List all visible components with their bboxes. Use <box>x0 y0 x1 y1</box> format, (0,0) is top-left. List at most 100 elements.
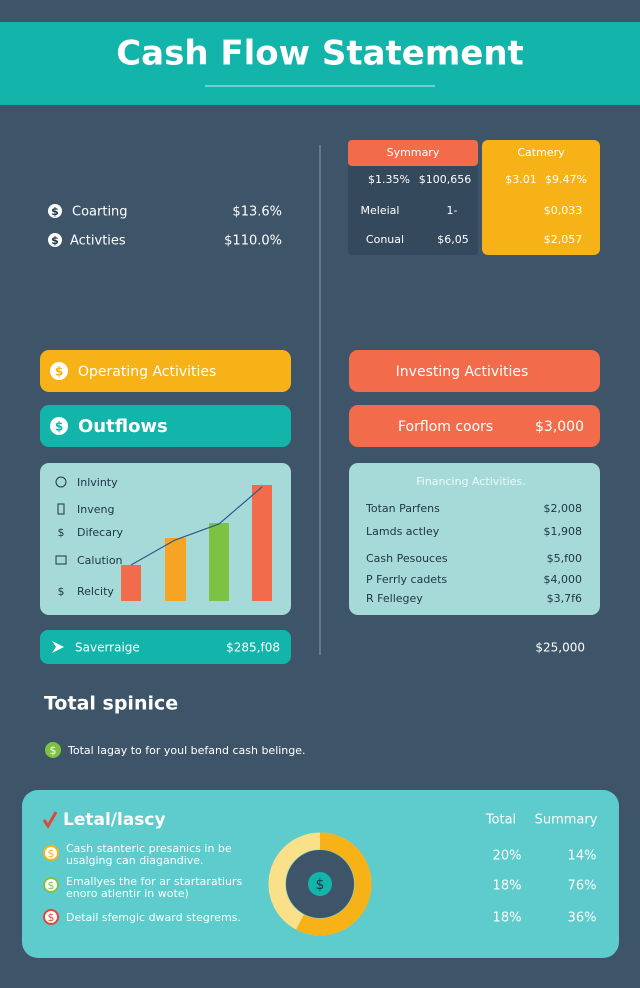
row-value: $5,f00 <box>547 552 582 565</box>
summary-table: Symmary $1.35% $100,656 Meleial 1- Conua… <box>348 140 600 255</box>
left-card: Inlvinty Inveng $ Difecary Calution $ Re… <box>40 463 291 615</box>
icon-glyph: $ <box>50 744 57 757</box>
card-bg <box>349 463 600 615</box>
item-text: Detail sfemgic dward stegrems. <box>66 911 241 924</box>
cell: 18% <box>493 911 522 926</box>
overview-label: Activties <box>70 234 126 249</box>
row-label: Cash Pesouces <box>366 552 448 565</box>
button-label: Forflom coors <box>398 419 493 435</box>
cell: $2,057 <box>544 233 583 246</box>
operating-button[interactable]: $ Operating Activities <box>40 350 291 392</box>
section-title: Total spinice <box>44 693 178 715</box>
outflows-button[interactable]: $ Outflows <box>40 405 291 447</box>
row-value: $3,7f6 <box>547 592 582 605</box>
cell: $0,033 <box>544 204 583 217</box>
summary-header <box>348 140 478 166</box>
button-bg <box>40 405 291 447</box>
item-icon: $ <box>58 526 65 539</box>
summary-title: Symmary <box>387 146 440 159</box>
cell: 20% <box>493 849 522 864</box>
note-icon <box>45 742 61 758</box>
bottom-card: Letal/lascy $ Cash stanteric presanics i… <box>22 790 619 958</box>
item-icon: $ <box>58 585 65 598</box>
item-text: usalging can diagandive. <box>66 854 204 867</box>
item-text: Cash stanteric presanics in be <box>66 842 232 855</box>
row-label: Lamds actley <box>366 525 440 538</box>
overview-value: $13.6% <box>232 205 282 220</box>
icon-glyph: $ <box>55 420 63 434</box>
card-title: Financing Activities. <box>416 475 526 488</box>
dollar-icon <box>50 362 68 380</box>
column-header: Total <box>485 813 516 828</box>
icon-glyph: $ <box>51 205 59 218</box>
button-bg <box>40 350 291 392</box>
cell: Meleial <box>361 204 400 217</box>
icon-glyph: $ <box>55 365 63 379</box>
icon-glyph: $ <box>316 877 325 893</box>
item-icon <box>43 845 59 861</box>
cell: $100,656 <box>419 173 472 186</box>
item-icon <box>57 503 65 515</box>
cell: $3.01 <box>505 173 537 186</box>
cell: 14% <box>568 849 597 864</box>
summary-body <box>348 162 478 255</box>
cell: 36% <box>568 911 597 926</box>
dollar-icon <box>48 204 62 218</box>
button-label: Investing Activities <box>396 364 529 380</box>
button-label: Outflows <box>78 416 168 437</box>
cell: $9.47% <box>545 173 587 186</box>
row-value: $2,008 <box>544 502 583 515</box>
cell: 1- <box>447 204 458 217</box>
item-label: Calution <box>77 554 123 567</box>
cell: $6,05 <box>437 233 469 246</box>
button-label: Operating Activities <box>78 364 216 380</box>
category-block <box>482 140 600 255</box>
savings-pill[interactable]: Saverraige $285,f08 <box>40 630 291 664</box>
button-bg <box>349 350 600 392</box>
page-title: Cash Flow Statement <box>116 34 524 74</box>
category-title: Catmery <box>517 146 565 159</box>
pill-label: Saverraige <box>75 641 140 655</box>
row-label: P Ferrly cadets <box>366 573 447 586</box>
deco-bar <box>252 485 272 601</box>
row-value: $1,908 <box>544 525 583 538</box>
dollar-icon <box>50 417 68 435</box>
deco-bar <box>209 523 229 601</box>
forflom-button[interactable]: Forflom coors $3,000 <box>349 405 600 447</box>
pill-icon <box>52 641 64 653</box>
pill-bg <box>40 630 291 664</box>
header-band <box>0 22 640 105</box>
icon-glyph: $ <box>48 847 55 860</box>
item-text: Emallyes the for ar startaratiurs <box>66 875 242 888</box>
column-header: Summary <box>535 813 598 828</box>
overview-label: Coarting <box>72 205 128 220</box>
icon-glyph: $ <box>48 911 55 924</box>
item-text: enoro atlentir in wote) <box>66 887 189 900</box>
right-card: Financing Activities. Totan Parfens $2,0… <box>349 463 600 615</box>
cell: 76% <box>568 879 597 894</box>
item-icon <box>55 476 67 488</box>
item-icon <box>43 877 59 893</box>
item-icon <box>43 909 59 925</box>
section-note: Total lagay to for youl befand cash beli… <box>67 744 306 757</box>
item-label: Inveng <box>77 503 114 516</box>
item-label: Difecary <box>77 526 123 539</box>
icon-glyph: $ <box>48 879 55 892</box>
item-label: Relcity <box>77 585 114 598</box>
cell: Conual <box>366 233 404 246</box>
investing-button[interactable]: Investing Activities <box>349 350 600 392</box>
overview-value: $110.0% <box>224 234 282 249</box>
overview: $ Coarting $13.6% $ Activties $110.0% <box>48 204 282 249</box>
row-label: Totan Parfens <box>365 502 440 515</box>
row-label: R Fellegey <box>366 592 423 605</box>
right-total: $25,000 <box>535 641 585 655</box>
button-value: $3,000 <box>535 419 584 435</box>
dollar-icon <box>48 233 62 247</box>
item-label: Inlvinty <box>77 476 118 489</box>
donut-icon <box>308 872 332 896</box>
icon-glyph: $ <box>51 234 59 247</box>
check-icon <box>42 811 58 829</box>
donut-arc <box>296 832 372 936</box>
cell: 18% <box>493 879 522 894</box>
